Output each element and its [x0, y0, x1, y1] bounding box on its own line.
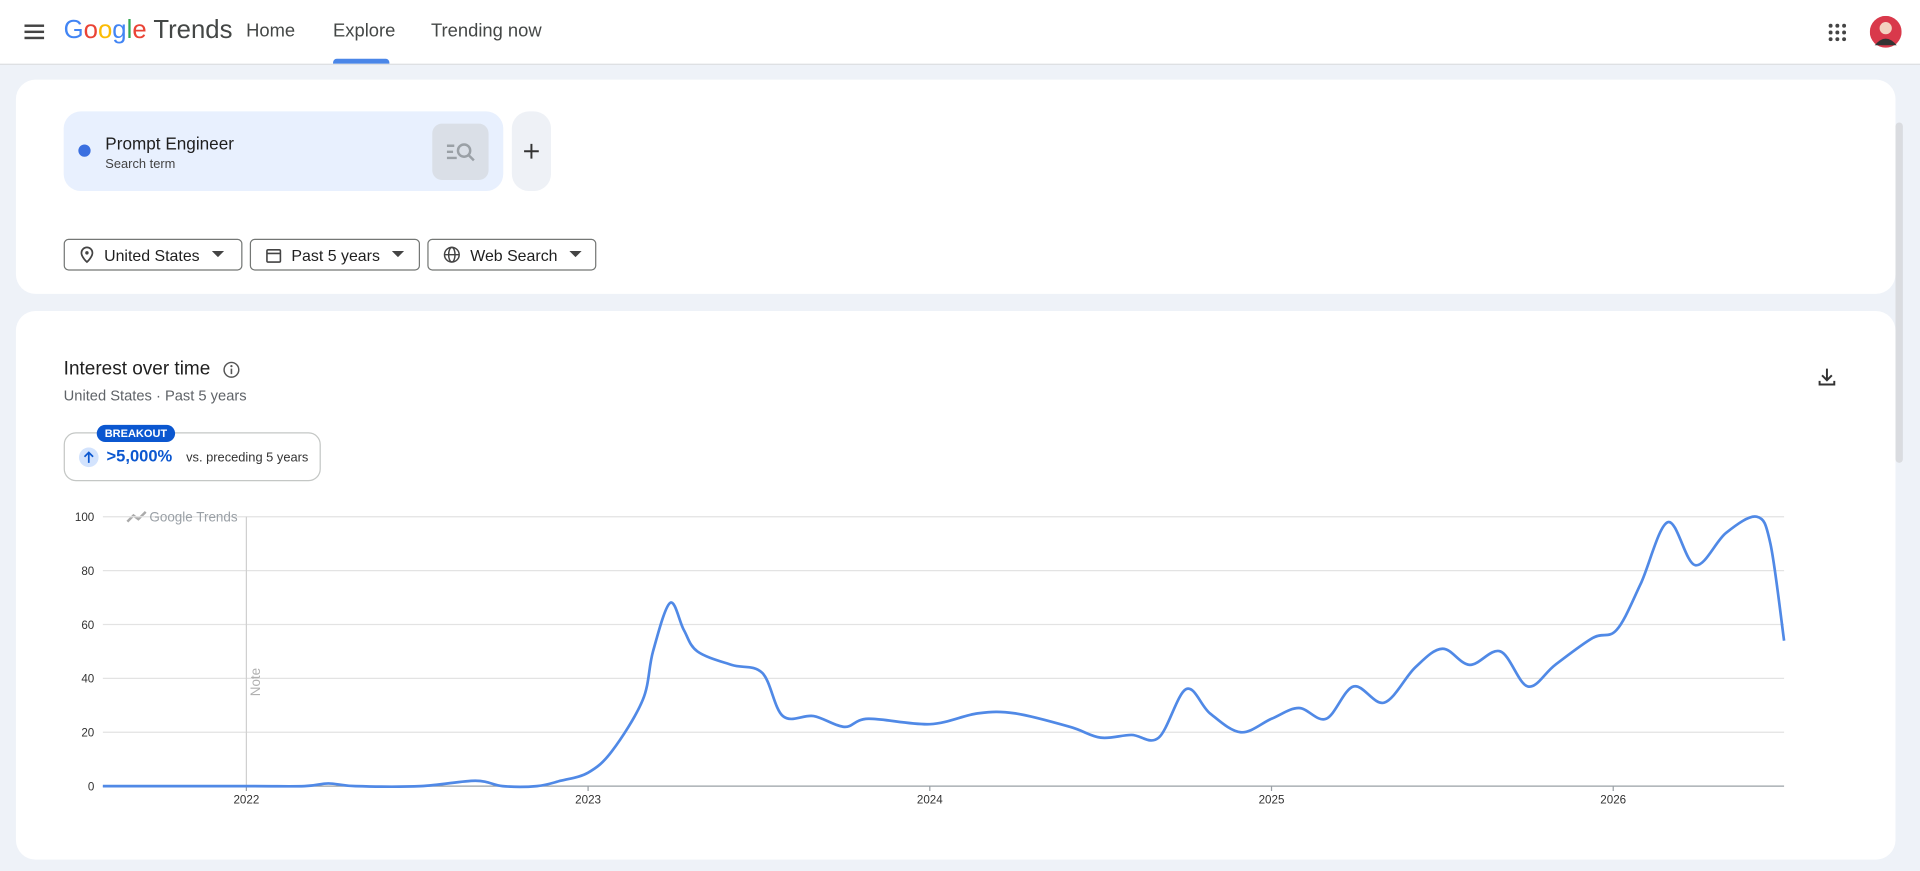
y-tick-label: 60 [81, 619, 94, 632]
menu-button[interactable] [23, 21, 47, 43]
note-label: Note [248, 668, 263, 696]
change-value: >5,000% [106, 446, 173, 466]
product: Trends [153, 15, 233, 45]
chart-title: Interest over time [63, 358, 211, 380]
chart-card [15, 311, 1896, 860]
watermark: Google Trends [149, 510, 238, 525]
nav-tab[interactable]: Explore [333, 20, 396, 42]
x-tick-label: 2022 [233, 793, 259, 806]
property-filter[interactable]: Web Search [427, 238, 597, 271]
search-kind: Search term [105, 156, 176, 172]
filter-label: United States [104, 245, 200, 264]
y-tick-label: 100 [75, 511, 95, 524]
series-line [102, 515, 1786, 789]
y-tick-label: 40 [81, 673, 94, 686]
breakout-badge: BREAKOUT [96, 424, 176, 443]
scrollbar [1895, 122, 1903, 463]
x-tick-label: 2025 [1259, 793, 1285, 806]
brand: Google [63, 15, 147, 45]
y-tick-label: 0 [88, 780, 95, 793]
tab-indicator [333, 58, 390, 64]
y-tick-label: 20 [81, 727, 94, 740]
y-tick-label: 80 [81, 565, 94, 578]
chart-subtitle: United States · Past 5 years [63, 386, 247, 405]
comparison: vs. preceding 5 years [186, 450, 309, 466]
x-tick-label: 2023 [575, 793, 601, 806]
avatar[interactable] [1869, 15, 1902, 48]
x-tick-label: 2024 [917, 793, 943, 806]
nav-tab[interactable]: Trending now [431, 20, 542, 42]
download-button[interactable] [1817, 367, 1837, 387]
nav-tab[interactable]: Home [246, 20, 296, 42]
chart: 0 20 40 60 80 100 2022 2023 2024 2025 2026 Note Goog… [75, 510, 1786, 806]
info-icon[interactable] [223, 361, 240, 378]
search-term: Prompt Engineer [105, 133, 234, 154]
filter-label: Web Search [470, 245, 558, 264]
series-dot [78, 144, 91, 157]
logo[interactable]: Google Trends [64, 16, 233, 45]
header: Google Trends Home Explore Trending now [0, 0, 1920, 65]
x-tick-label: 2026 [1600, 793, 1626, 806]
add-term-button[interactable] [511, 111, 552, 192]
filter-label: Past 5 years [291, 245, 380, 264]
breakout-box: >5,000% vs. preceding 5 years [63, 432, 321, 482]
time-filter[interactable]: Past 5 years [249, 238, 421, 271]
location-filter[interactable]: United States [63, 238, 243, 271]
search-icon[interactable] [432, 123, 489, 181]
apps-button[interactable] [1828, 23, 1847, 42]
search-chip[interactable]: Prompt Engineer Search term [63, 111, 504, 192]
